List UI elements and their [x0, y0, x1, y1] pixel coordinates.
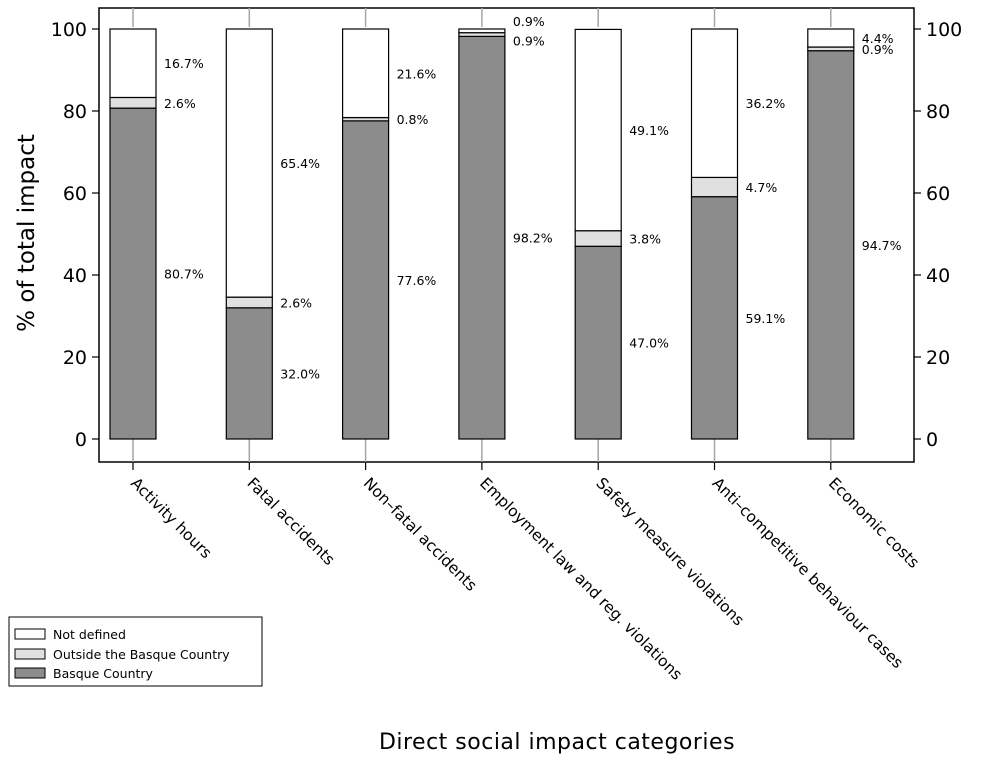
- category-label: Activity hours: [127, 474, 215, 562]
- category-label: Employment law and reg. violations: [476, 474, 686, 684]
- legend-swatch-not-defined: [14, 628, 46, 640]
- data-label: 80.7%: [164, 267, 204, 282]
- data-label: 0.9%: [513, 34, 545, 49]
- y-tick-label-left: 100: [51, 19, 87, 41]
- data-label: 98.2%: [513, 231, 553, 246]
- data-label: 59.1%: [746, 311, 786, 326]
- y-tick-label-right: 40: [926, 265, 950, 287]
- bar-segment: [109, 96, 157, 109]
- bar-segment: [574, 245, 622, 440]
- axes: 0 0 20 20 40 40 60 60 80 80 100 100: [51, 7, 962, 470]
- data-label: 4.4%: [862, 31, 894, 46]
- y-tick-label-right: 80: [926, 101, 950, 123]
- y-axis-label: % of total impact: [14, 134, 40, 332]
- y-tick-label-left: 60: [63, 183, 87, 205]
- legend-label-basque: Basque Country: [53, 666, 154, 681]
- data-labels: 80.7% 2.6% 16.7% 32.0% 2.6% 65.4% 77.6% 0.8% 21.…: [164, 14, 902, 381]
- category-label: Fatal accidents: [243, 474, 338, 569]
- y-tick-label-left: 80: [63, 101, 87, 123]
- legend-label-outside: Outside the Basque Country: [53, 647, 230, 662]
- y-tick-label-right: 60: [926, 183, 950, 205]
- bars: [109, 28, 855, 440]
- legend-swatch-outside: [14, 648, 46, 660]
- y-tick-label-right: 0: [926, 429, 938, 451]
- bar-segment: [807, 50, 855, 440]
- y-tick-label-right: 100: [926, 19, 962, 41]
- bar-segment: [690, 196, 739, 440]
- bar-segment: [690, 176, 739, 198]
- data-label: 49.1%: [629, 123, 669, 138]
- y-tick-label-left: 40: [63, 265, 87, 287]
- data-label: 0.9%: [513, 14, 545, 29]
- data-label: 16.7%: [164, 56, 204, 71]
- x-axis-label: Direct social impact categories: [379, 730, 735, 755]
- bar-segment: [574, 28, 622, 232]
- legend: Not defined Outside the Basque Country B…: [8, 616, 263, 687]
- data-label: 2.6%: [280, 295, 312, 310]
- data-label: 77.6%: [397, 273, 437, 288]
- data-label: 21.6%: [397, 66, 437, 81]
- legend-swatch-basque: [14, 667, 46, 679]
- data-label: 0.9%: [862, 42, 894, 57]
- y-tick-label-left: 0: [75, 429, 87, 451]
- legend-label-not-defined: Not defined: [53, 627, 126, 642]
- bar-segment: [225, 28, 273, 298]
- bar-segment: [807, 28, 855, 48]
- bar-segment: [109, 107, 157, 440]
- data-label: 94.7%: [862, 238, 902, 253]
- bar-segment: [225, 307, 273, 440]
- data-label: 4.7%: [746, 180, 778, 195]
- bar-segment: [342, 120, 390, 440]
- bar-segment: [225, 296, 273, 309]
- data-label: 36.2%: [746, 96, 786, 111]
- bar-segment: [342, 28, 390, 119]
- data-label: 2.6%: [164, 96, 196, 111]
- bar-segment: [574, 230, 622, 247]
- legend-box: [8, 616, 263, 687]
- bar-segment: [458, 35, 506, 440]
- category-label: Non–fatal accidents: [360, 474, 481, 595]
- category-label: Anti–competitive behaviour cases: [709, 474, 907, 672]
- y-tick-label-left: 20: [63, 347, 87, 369]
- bar-segment: [690, 28, 739, 179]
- y-tick-label-right: 20: [926, 347, 950, 369]
- data-label: 32.0%: [280, 366, 320, 381]
- category-label: Economic costs: [825, 474, 923, 572]
- data-label: 3.8%: [629, 232, 661, 247]
- data-label: 65.4%: [280, 156, 320, 171]
- bar-segment: [458, 28, 506, 34]
- plot-frame: [98, 7, 915, 463]
- data-label: 0.8%: [397, 112, 429, 127]
- data-label: 47.0%: [629, 336, 669, 351]
- bar-segment: [109, 28, 157, 99]
